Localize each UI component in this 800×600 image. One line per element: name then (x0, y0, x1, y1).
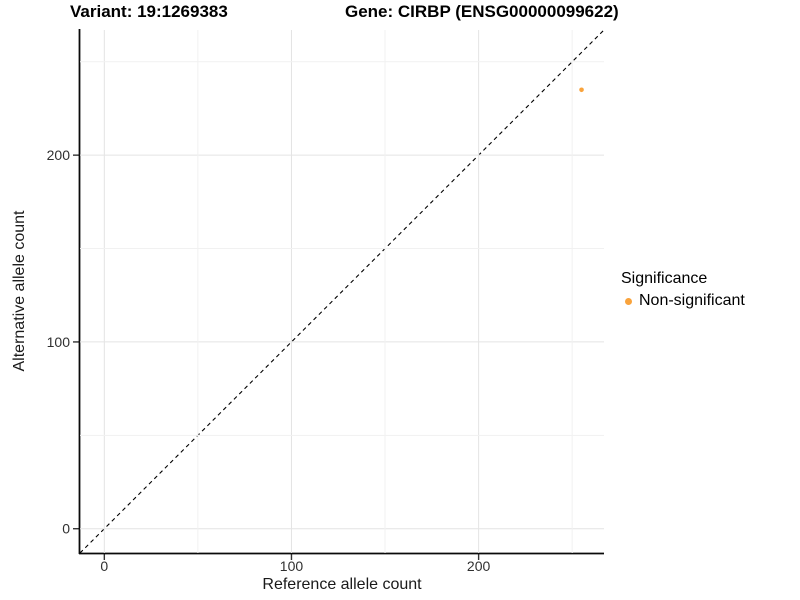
variant-title: Variant: 19:1269383 (70, 2, 228, 21)
x-tick-label: 200 (467, 558, 491, 574)
x-axis-title: Reference allele count (262, 576, 422, 593)
legend-title: Significance (621, 270, 708, 287)
legend-item-label: Non-significant (639, 292, 745, 309)
legend: Significance Non-significant (621, 270, 745, 310)
x-tick-label: 0 (100, 558, 108, 574)
y-axis-title: Alternative allele count (11, 210, 28, 372)
data-point (579, 87, 584, 93)
legend-item: Non-significant (621, 292, 745, 310)
x-tick-label: 100 (280, 558, 304, 574)
y-tick-label: 200 (47, 147, 71, 163)
legend-point-swatch (625, 297, 632, 305)
y-tick-label: 100 (47, 334, 71, 350)
gene-title: Gene: CIRBP (ENSG00000099622) (345, 2, 619, 21)
identity-reference-line (79, 29, 605, 554)
y-tick-label: 0 (62, 521, 70, 537)
